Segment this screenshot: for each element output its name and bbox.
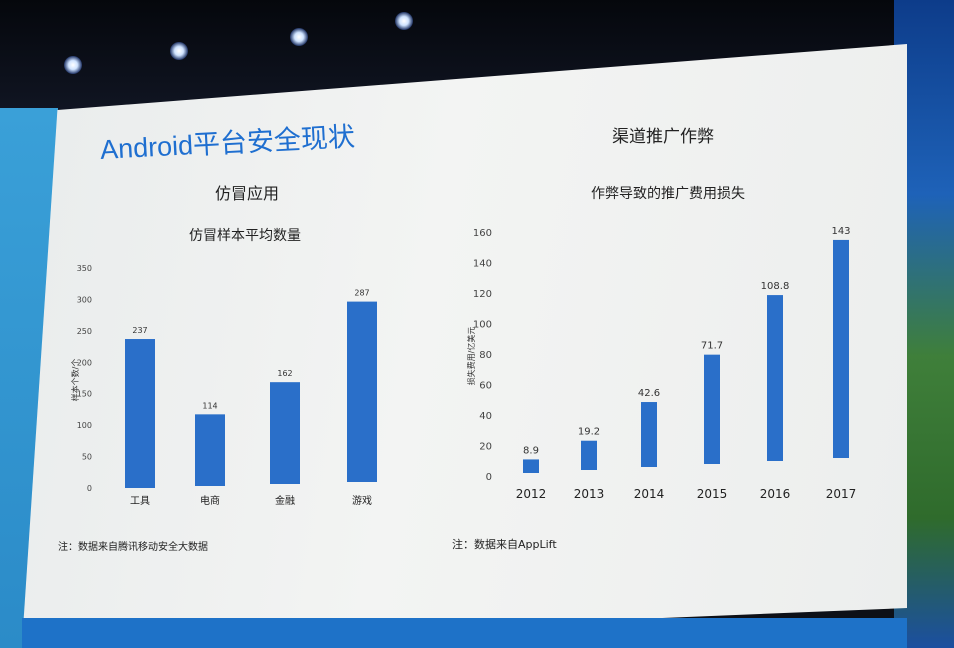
y-tick-label: 200 — [77, 358, 92, 367]
slide-footer-bar — [22, 618, 907, 648]
stage-light — [395, 12, 413, 30]
presentation-slide — [22, 44, 907, 644]
data-label: 108.8 — [761, 281, 790, 292]
x-tick-label: 2017 — [826, 487, 857, 501]
left-source-note: 注：数据来自腾讯移动安全大数据 — [58, 542, 208, 553]
x-tick-label: 工具 — [130, 495, 150, 507]
data-label: 8.9 — [523, 445, 539, 456]
y-tick-label: 100 — [77, 421, 92, 430]
data-label: 19.2 — [578, 427, 600, 438]
x-tick-label: 2016 — [760, 487, 791, 501]
y-tick-label: 50 — [82, 453, 92, 462]
data-label: 162 — [277, 369, 292, 378]
data-label: 42.6 — [638, 388, 660, 399]
stage-light — [64, 56, 82, 74]
x-tick-label: 游戏 — [352, 494, 372, 507]
y-tick-label: 140 — [473, 259, 492, 270]
right-source-note: 注：数据来自AppLift — [452, 538, 557, 551]
left-section-title: 仿冒应用 — [215, 184, 280, 203]
y-axis-label: 损失费用/亿美元 — [466, 327, 476, 386]
stage-light — [290, 28, 308, 46]
bar — [767, 295, 783, 461]
stage-light — [170, 42, 188, 60]
bar — [641, 402, 657, 467]
y-tick-label: 100 — [473, 320, 492, 331]
y-tick-label: 40 — [479, 411, 492, 422]
right-section-title: 渠道推广作弊 — [612, 127, 714, 147]
data-label: 114 — [202, 401, 217, 410]
y-tick-label: 60 — [479, 381, 492, 392]
chart-title: 仿冒样本平均数量 — [189, 228, 301, 244]
x-tick-label: 金融 — [275, 494, 295, 507]
y-tick-label: 150 — [77, 390, 92, 399]
y-tick-label: 80 — [479, 350, 492, 361]
bar — [125, 339, 155, 488]
y-tick-label: 250 — [77, 327, 92, 336]
y-tick-label: 350 — [77, 264, 92, 273]
y-tick-label: 0 — [87, 484, 92, 493]
x-tick-label: 2012 — [516, 487, 547, 501]
bar — [270, 382, 300, 484]
x-tick-label: 2014 — [634, 487, 665, 501]
y-tick-label: 0 — [486, 472, 492, 483]
bar — [581, 440, 597, 470]
y-tick-label: 20 — [479, 442, 492, 453]
x-tick-label: 电商 — [200, 494, 220, 507]
x-tick-label: 2013 — [574, 487, 605, 501]
bar — [523, 459, 539, 473]
chart-title: 作弊导致的推广费用损失 — [591, 186, 745, 202]
data-label: 143 — [831, 226, 850, 237]
y-tick-label: 160 — [473, 228, 492, 239]
bar — [347, 301, 377, 482]
y-tick-label: 120 — [473, 289, 492, 300]
data-label: 71.7 — [701, 341, 723, 352]
data-label: 237 — [132, 326, 147, 335]
x-tick-label: 2015 — [697, 487, 728, 501]
data-label: 287 — [354, 289, 369, 298]
bar — [833, 239, 849, 458]
bar — [195, 414, 225, 486]
y-tick-label: 300 — [77, 295, 92, 304]
bar — [704, 354, 720, 464]
y-axis-label: 样本个数/个 — [70, 359, 80, 402]
